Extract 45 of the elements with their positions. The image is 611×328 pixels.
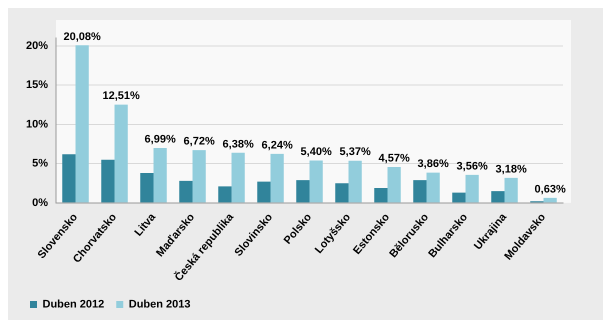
bar <box>192 150 206 202</box>
bar <box>452 192 466 202</box>
bar <box>426 172 440 202</box>
bar <box>310 160 323 202</box>
data-label: 6,38% <box>222 138 254 150</box>
bar <box>257 182 271 202</box>
bar <box>296 180 310 202</box>
data-label: 3,86% <box>418 158 449 170</box>
bar <box>348 160 362 202</box>
data-label: 5,37% <box>340 146 371 158</box>
bar <box>140 173 154 202</box>
bar <box>466 174 479 202</box>
bar <box>76 45 89 202</box>
data-label: 3,18% <box>496 163 527 176</box>
bar <box>544 198 557 202</box>
bar <box>413 180 427 202</box>
bar <box>388 167 401 202</box>
bar <box>232 152 245 202</box>
y-tick-label: 5% <box>32 158 48 170</box>
data-label: 0,63% <box>534 183 566 196</box>
bar <box>374 188 388 202</box>
data-label: 3,56% <box>456 160 488 172</box>
bar <box>114 104 128 202</box>
data-label: 12,51% <box>102 90 140 102</box>
bar <box>218 186 232 202</box>
bar <box>62 154 76 202</box>
data-label: 6,99% <box>144 134 176 146</box>
bar <box>491 191 504 202</box>
bar <box>179 180 193 202</box>
bar <box>101 160 115 202</box>
bar <box>335 183 349 202</box>
legend-label: Duben 2013 <box>128 298 190 311</box>
y-tick-label: 20% <box>26 40 48 52</box>
data-label: 5,40% <box>300 146 332 158</box>
bar <box>154 148 167 202</box>
data-label: 4,57% <box>378 152 410 165</box>
y-tick-label: 10% <box>26 118 48 130</box>
bar <box>270 154 284 202</box>
data-label: 6,24% <box>262 139 293 152</box>
data-label: 6,72% <box>184 136 215 148</box>
legend-label: Duben 2012 <box>42 298 104 311</box>
data-label: 20,08% <box>63 30 102 43</box>
y-tick-label: 15% <box>26 79 48 92</box>
bar <box>504 178 518 202</box>
y-tick-label: 0% <box>32 196 48 209</box>
